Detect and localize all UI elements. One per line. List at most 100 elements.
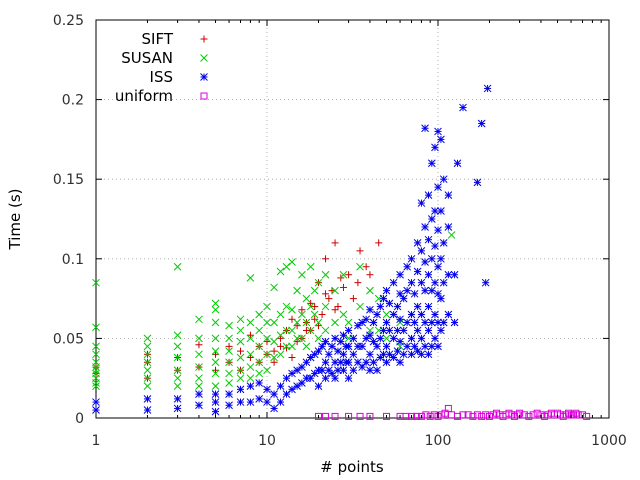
susan-point [270,283,278,292]
uniform-point [448,411,456,419]
susan-point [211,358,220,367]
iss-point [439,278,448,287]
iss-point [358,318,366,327]
uniform-point [430,411,438,419]
iss-point [255,395,264,403]
iss-point [417,199,426,207]
susan-point [255,310,264,319]
sift-point [277,342,285,350]
iss-point [424,302,433,311]
iss-point [407,334,416,343]
susan-point [246,363,255,371]
sift-point [375,239,383,247]
x-axis-ticks: 1 10 100 1000 [92,20,627,449]
susan-point [195,382,203,391]
iss-point [424,350,433,359]
iss-point [403,262,411,271]
x-tick-label: 10 [258,433,276,449]
sift-point [270,358,278,366]
iss-point [225,390,233,398]
iss-point [417,334,426,343]
legend-label-susan: SUSAN [121,49,173,67]
iss-point [431,310,439,319]
susan-point [310,310,319,319]
sift-point [331,306,339,314]
uniform-point [574,411,582,419]
iss-point [421,286,429,295]
y-tick-label: 0.1 [62,252,84,268]
uniform-point [422,411,430,419]
iss-point [349,334,358,343]
legend-marker-iss [200,73,208,81]
series-iss [92,84,492,416]
sift-point [246,354,254,362]
susan-point [143,374,152,383]
iss-point [143,406,152,414]
susan-point [195,315,203,324]
uniform-point [482,411,490,419]
iss-point [393,302,402,311]
iss-point [407,254,416,263]
susan-point [92,342,100,351]
iss-point [399,294,408,303]
susan-point [276,310,285,319]
susan-point [225,369,233,378]
iss-point [334,366,342,375]
susan-point [447,231,456,239]
iss-point [211,390,220,398]
susan-point [143,334,152,343]
susan-point [321,270,330,279]
iss-point [369,318,378,327]
susan-point [314,334,323,343]
susan-point [288,258,296,266]
iss-point [344,358,353,367]
uniform-point [478,412,486,420]
iss-point [344,374,353,383]
legend-label-sift: SIFT [142,30,174,48]
iss-point [424,235,433,244]
iss-point [410,318,419,327]
iss-point [369,358,378,367]
susan-point [339,270,348,279]
iss-point [225,401,233,410]
iss-point [358,342,366,351]
iss-point [334,347,342,355]
susan-point [255,342,264,351]
uniform-point [572,409,580,417]
iss-point [339,366,348,375]
iss-point [263,398,271,406]
iss-point [410,289,419,298]
uniform-point [525,412,533,420]
iss-point [417,350,426,359]
iss-point [314,382,323,391]
uniform-point [529,411,537,419]
susan-point [321,326,330,335]
susan-point [195,374,203,383]
susan-point [263,366,271,375]
iss-point [276,382,285,391]
susan-point [270,337,278,346]
susan-point [92,382,100,391]
iss-point [403,342,411,351]
iss-point [437,294,445,303]
susan-point [211,369,220,378]
iss-point [437,254,445,263]
iss-point [339,350,348,359]
y-tick-label: 0.2 [62,93,84,109]
iss-point [434,226,442,234]
x-tick-label: 100 [425,433,452,449]
susan-point [225,321,233,330]
iss-point [369,337,378,346]
susan-point [306,262,315,271]
susan-point [236,353,245,362]
susan-point [236,315,245,324]
iss-point [270,390,278,398]
uniform-point [469,412,477,420]
susan-point [92,366,100,375]
sift-point [362,263,370,271]
susan-point [310,286,319,295]
iss-point [331,334,339,343]
iss-point [481,278,490,287]
iss-point [246,398,255,406]
iss-point [427,254,436,263]
